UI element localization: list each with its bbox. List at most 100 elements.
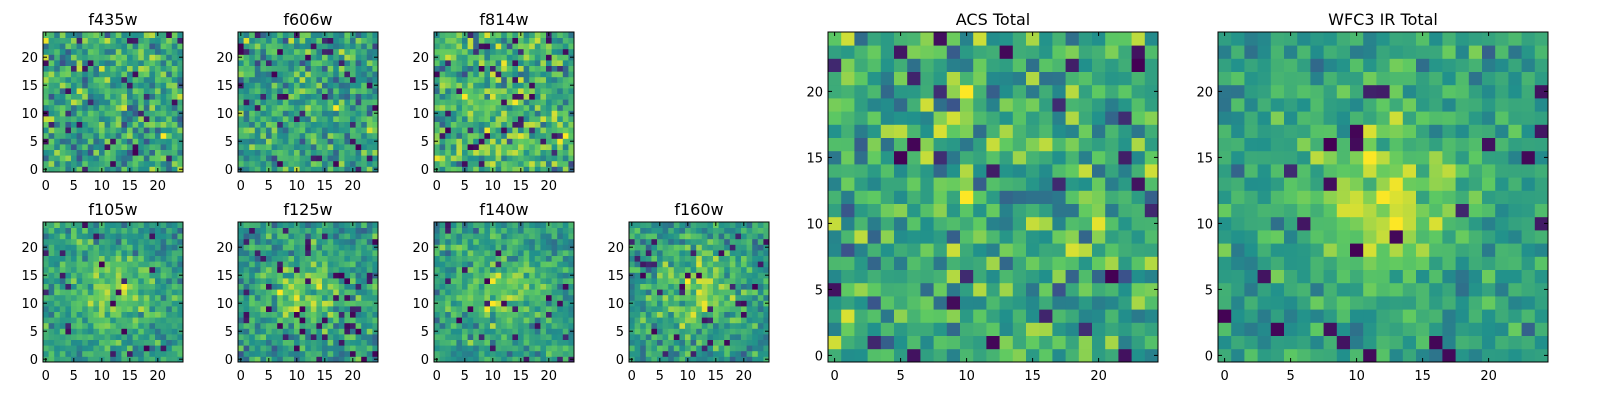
- heatmap-cell: [132, 350, 139, 357]
- heatmap-cell: [299, 127, 306, 134]
- heatmap-cell: [467, 289, 474, 296]
- heatmap-cell: [718, 261, 725, 268]
- heatmap-cell: [316, 144, 323, 150]
- heatmap-cell: [99, 132, 105, 139]
- heatmap-cell: [266, 328, 272, 335]
- heatmap-cell: [132, 132, 139, 139]
- heatmap-cell: [327, 250, 334, 256]
- heatmap-cell: [523, 99, 530, 106]
- heatmap-cell: [127, 110, 133, 117]
- heatmap-cell: [445, 54, 452, 61]
- heatmap-cell: [271, 222, 278, 228]
- heatmap-cell: [266, 322, 272, 329]
- heatmap-cell: [946, 230, 961, 244]
- heatmap-cell: [690, 311, 697, 318]
- heatmap-cell: [679, 238, 686, 245]
- heatmap-cell: [71, 160, 77, 167]
- heatmap-cell: [350, 345, 356, 352]
- heatmap-cell: [473, 160, 480, 167]
- heatmap-cell: [668, 283, 675, 290]
- heatmap-cell: [484, 233, 491, 240]
- heatmap-cell: [690, 244, 697, 251]
- heatmap-cell: [735, 278, 742, 284]
- heatmap-cell: [484, 244, 491, 251]
- heatmap-cell: [110, 88, 117, 94]
- heatmap-cell: [724, 222, 731, 228]
- heatmap-cell: [166, 37, 173, 44]
- heatmap-cell: [540, 155, 547, 162]
- heatmap-cell: [104, 160, 111, 167]
- heatmap-cell: [484, 283, 491, 290]
- heatmap-cell: [93, 278, 100, 284]
- heatmap-cell: [562, 255, 569, 262]
- heatmap-cell: [59, 32, 66, 38]
- heatmap-cell: [490, 311, 496, 318]
- heatmap-cell: [322, 54, 328, 61]
- heatmap-cell: [48, 166, 55, 173]
- heatmap-cell: [310, 43, 317, 50]
- heatmap-cell: [685, 334, 691, 340]
- heatmap-cell: [495, 76, 502, 83]
- heatmap-cell: [1078, 177, 1093, 191]
- heatmap-cell: [841, 190, 855, 204]
- heatmap-cell: [445, 283, 452, 290]
- heatmap-cell: [450, 272, 457, 279]
- heatmap-cell: [634, 306, 641, 312]
- heatmap-cell: [166, 289, 173, 296]
- heatmap-cell: [1144, 296, 1159, 310]
- heatmap-cell: [551, 356, 558, 363]
- heatmap-cell: [249, 289, 256, 296]
- heatmap-cell: [757, 250, 764, 256]
- heatmap-cell: [973, 164, 987, 178]
- heatmap-cell: [512, 138, 519, 145]
- heatmap-cell: [294, 311, 300, 318]
- heatmap-cell: [534, 82, 541, 89]
- heatmap-cell: [115, 166, 122, 173]
- heatmap-cell: [512, 289, 519, 296]
- heatmap-cell: [568, 334, 575, 340]
- heatmap-cell: [155, 149, 161, 156]
- heatmap-cell: [713, 261, 719, 268]
- heatmap-cell: [59, 60, 66, 66]
- heatmap-cell: [562, 227, 569, 234]
- heatmap-cell: [960, 335, 974, 350]
- heatmap-cell: [249, 116, 256, 122]
- heatmap-cell: [1039, 177, 1053, 191]
- heatmap-cell: [288, 289, 295, 296]
- heatmap-cell: [277, 166, 284, 173]
- heatmap-cell: [467, 278, 474, 284]
- heatmap-cell: [361, 144, 368, 150]
- heatmap-cell: [121, 311, 128, 318]
- heatmap-cell: [894, 256, 908, 270]
- heatmap-cell: [110, 339, 117, 346]
- heatmap-cell: [59, 227, 66, 234]
- heatmap-cell: [166, 306, 173, 312]
- heatmap-cell: [171, 110, 178, 117]
- heatmap-cell: [1144, 269, 1159, 284]
- heatmap-cell: [999, 190, 1014, 204]
- heatmap-cell: [138, 132, 145, 139]
- heatmap-cell: [462, 132, 468, 139]
- heatmap-cell: [361, 238, 368, 245]
- heatmap-cell: [266, 82, 272, 89]
- heatmap-cell: [305, 43, 312, 50]
- heatmap-cell: [43, 227, 49, 234]
- heatmap-cell: [43, 149, 49, 156]
- heatmap-cell: [696, 300, 703, 307]
- heatmap-cell: [518, 322, 524, 329]
- heatmap-cell: [110, 283, 117, 290]
- heatmap-cell: [121, 48, 128, 55]
- heatmap-cell: [71, 300, 77, 307]
- heatmap-cell: [657, 306, 663, 312]
- heatmap-cell: [467, 144, 474, 150]
- heatmap-cell: [160, 37, 167, 44]
- heatmap-cell: [43, 311, 49, 318]
- heatmap-cell: [841, 309, 855, 323]
- heatmap-cell: [490, 283, 496, 290]
- heatmap-cell: [529, 71, 536, 78]
- heatmap-cell: [87, 317, 94, 324]
- heatmap-cell: [143, 255, 150, 262]
- y-tick-label: 0: [30, 163, 38, 178]
- heatmap-cell: [138, 48, 145, 55]
